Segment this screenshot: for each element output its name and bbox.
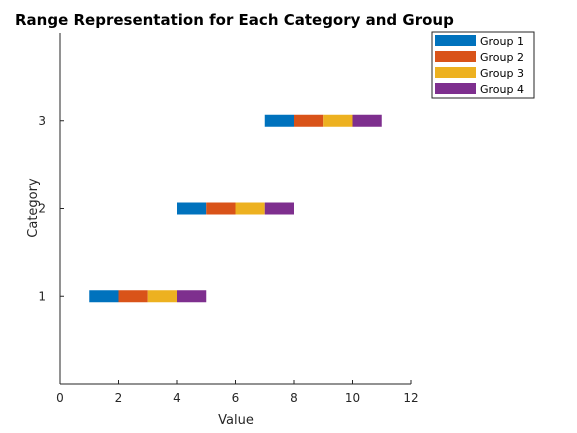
x-tick-label: 10 <box>345 391 360 405</box>
legend-swatch <box>435 51 476 62</box>
y-tick-label: 2 <box>38 202 46 216</box>
legend-label: Group 4 <box>480 83 524 96</box>
bar-group-2-category-3 <box>294 114 324 127</box>
bar-group-2-category-2 <box>206 202 236 215</box>
bar-group-1-category-2 <box>177 202 207 215</box>
x-tick-label: 2 <box>115 391 123 405</box>
bar-group-3-category-1 <box>147 290 177 303</box>
x-tick-label: 12 <box>403 391 418 405</box>
y-tick-label: 3 <box>38 114 46 128</box>
y-axis-label: Category <box>26 178 41 238</box>
legend-label: Group 1 <box>480 35 524 48</box>
bar-group-3-category-3 <box>323 114 353 127</box>
bar-group-4-category-2 <box>264 202 294 215</box>
y-tick-label: 1 <box>38 289 46 303</box>
x-tick-label: 8 <box>290 391 298 405</box>
bar-group-2-category-1 <box>118 290 148 303</box>
bar-group-1-category-1 <box>89 290 119 303</box>
x-tick-label: 4 <box>173 391 181 405</box>
legend-swatch <box>435 35 476 46</box>
x-tick-label: 6 <box>232 391 240 405</box>
x-axis-label: Value <box>218 413 254 428</box>
bar-group-4-category-1 <box>177 290 207 303</box>
legend-swatch <box>435 67 476 78</box>
legend: Group 1 Group 2 Group 3 Group 4 <box>431 31 535 99</box>
bar-group-3-category-2 <box>235 202 265 215</box>
legend-label: Group 2 <box>480 51 524 64</box>
chart-title: Range Representation for Each Category a… <box>15 11 454 29</box>
bar-group-4-category-3 <box>352 114 382 127</box>
legend-swatch <box>435 83 476 94</box>
legend-label: Group 3 <box>480 67 524 80</box>
x-tick-label: 0 <box>56 391 64 405</box>
bar-group-1-category-3 <box>264 114 294 127</box>
